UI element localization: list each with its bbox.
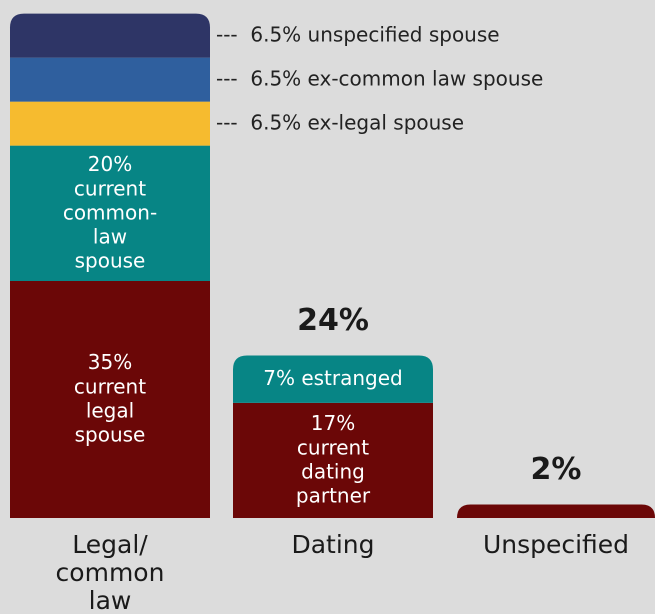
bar-segment xyxy=(10,13,210,58)
segment-value-label: 20% xyxy=(88,152,132,176)
annotation-value: 6.5% xyxy=(250,66,301,90)
annotation-name: unspecified spouse xyxy=(308,22,500,46)
annotation-leader: --- xyxy=(216,22,238,46)
annotation-leader: --- xyxy=(216,110,238,134)
annotation-name: ex-legal spouse xyxy=(308,110,464,134)
bar-segment xyxy=(10,145,210,282)
segment-value-label: 17% xyxy=(311,411,355,435)
annotation: --- 6.5% ex-common law spouse xyxy=(216,66,543,90)
category-label: Legal/common law xyxy=(56,530,165,614)
segment-label: 7% estranged xyxy=(263,366,403,390)
bar-segment xyxy=(10,57,210,102)
category-label: Dating xyxy=(291,530,374,559)
annotation-name: ex-common law spouse xyxy=(308,66,544,90)
bar-segment xyxy=(233,402,433,518)
annotation-value: 6.5% xyxy=(250,22,301,46)
total-label: 2% xyxy=(531,452,582,487)
segment-value-label: 35% xyxy=(88,350,132,374)
category-label: Unspecified xyxy=(483,530,629,559)
segment-value-label: 7% xyxy=(263,366,295,390)
segment-name-label: current legal spouse xyxy=(74,374,146,446)
segment-name-label: current dating partner xyxy=(296,435,371,507)
total-label: 24% xyxy=(297,303,369,338)
annotation-leader: --- xyxy=(216,66,238,90)
annotation: --- 6.5% unspecified spouse xyxy=(216,22,500,46)
annotation: --- 6.5% ex-legal spouse xyxy=(216,110,464,134)
annotation-value: 6.5% xyxy=(250,110,301,134)
segment-name-label: current common-law spouse xyxy=(63,176,157,272)
segment-name-label: estranged xyxy=(301,366,402,390)
bar-segment xyxy=(10,281,210,518)
bar-segment xyxy=(233,355,433,403)
bar-segment xyxy=(457,504,655,518)
bar-segment xyxy=(10,101,210,146)
